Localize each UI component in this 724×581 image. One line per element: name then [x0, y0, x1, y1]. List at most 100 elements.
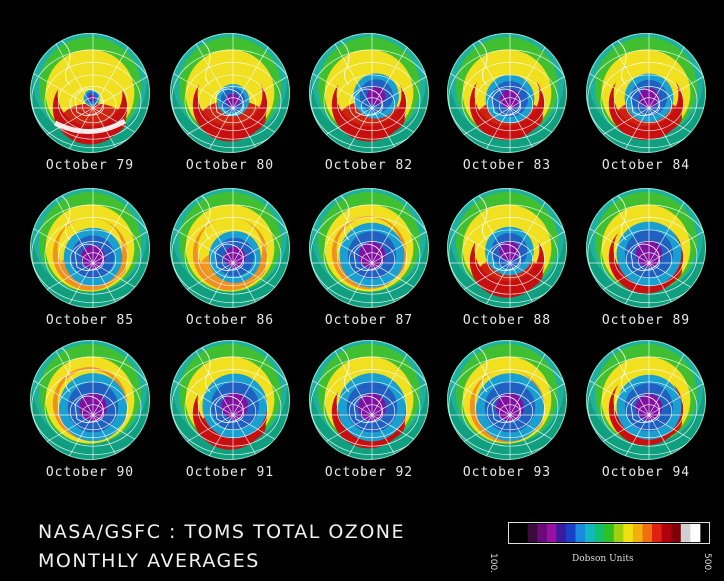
antarctica-outline: [630, 395, 660, 423]
meridian-line: [190, 107, 234, 153]
colorbar-swatch: [527, 523, 538, 543]
ozone-globe-map: [170, 188, 290, 308]
continent-outline: [617, 347, 627, 393]
meridian-line: [190, 342, 234, 416]
ozone-map-cell: October 94: [576, 340, 716, 490]
map-month-label: October 80: [185, 158, 275, 173]
meridian-line: [50, 190, 94, 264]
globe-rim: [586, 33, 706, 153]
meridian-line: [371, 220, 429, 264]
meridian-line: [232, 107, 290, 151]
ozone-map-cell: October 80: [160, 33, 300, 183]
meridian-line: [371, 414, 429, 458]
meridian-line: [92, 414, 150, 458]
colorbar-max-label: 500.: [702, 553, 712, 574]
ozone-map-cell: October 89: [576, 188, 716, 338]
meridian-line: [648, 414, 692, 460]
colorbar-swatch: [518, 523, 529, 543]
meridian-line: [92, 220, 150, 264]
globe-rim: [30, 33, 150, 153]
map-month-label: October 79: [45, 158, 135, 173]
meridian-line: [190, 262, 234, 308]
meridian-line: [371, 414, 415, 460]
meridian-line: [371, 107, 429, 151]
meridian-line: [232, 414, 290, 458]
poster-title-line-1: NASA/GSFC : TOMS TOTAL OZONE: [38, 521, 405, 543]
meridian-line: [606, 342, 650, 416]
meridian-line: [509, 414, 553, 460]
meridian-line: [509, 107, 567, 151]
meridian-line: [371, 262, 415, 308]
continent-outline: [617, 195, 627, 241]
meridian-line: [467, 35, 511, 109]
antarctica-outline: [353, 395, 383, 423]
meridian-line: [329, 107, 373, 153]
meridian-line: [606, 190, 650, 264]
meridian-line: [467, 262, 511, 308]
colorbar-swatch: [594, 523, 605, 543]
meridian-line: [329, 262, 373, 308]
ozone-globe-map: [447, 188, 567, 308]
ozone-globe-map: [309, 33, 429, 153]
map-month-label: October 86: [185, 313, 275, 328]
map-month-label: October 91: [185, 465, 275, 480]
ozone-globe-map: [309, 340, 429, 460]
meridian-line: [371, 372, 429, 416]
meridian-line: [92, 414, 136, 460]
antarctica-outline: [630, 88, 660, 116]
antarctica-outline: [74, 88, 104, 116]
globe-rim: [447, 340, 567, 460]
map-month-label: October 84: [601, 158, 691, 173]
meridian-line: [190, 35, 234, 109]
antarctica-outline: [353, 243, 383, 271]
meridian-line: [232, 262, 290, 306]
continent-outline: [201, 347, 211, 393]
ozone-map-cell: October 83: [437, 33, 577, 183]
meridian-line: [50, 262, 94, 308]
ozone-globe-map: [586, 340, 706, 460]
ozone-globe-map: [30, 33, 150, 153]
meridian-line: [371, 65, 429, 109]
meridian-line: [232, 372, 290, 416]
ozone-map-cell: October 84: [576, 33, 716, 183]
continent-outline: [201, 195, 211, 241]
map-month-label: October 83: [462, 158, 552, 173]
meridian-line: [92, 107, 150, 151]
meridian-line: [648, 107, 706, 151]
continent-outline: [340, 195, 350, 241]
globe-rim: [170, 340, 290, 460]
ozone-globe-map: [309, 188, 429, 308]
meridian-line: [371, 262, 429, 306]
map-month-label: October 87: [324, 313, 414, 328]
meridian-line: [50, 35, 94, 109]
meridian-line: [92, 65, 150, 109]
colorbar-swatch: [632, 523, 643, 543]
globe-rim: [586, 188, 706, 308]
colorbar-swatch: [690, 523, 701, 543]
ozone-globe-map: [30, 188, 150, 308]
globe-rim: [30, 188, 150, 308]
continent-outline: [478, 347, 488, 393]
meridian-line: [92, 107, 136, 153]
continent-outline: [478, 195, 488, 241]
meridian-line: [329, 35, 373, 109]
ozone-globe-map: [447, 340, 567, 460]
colorbar-swatch: [623, 523, 634, 543]
meridian-line: [509, 220, 567, 264]
colorbar-swatch: [652, 523, 663, 543]
continent-outline: [340, 40, 350, 86]
ozone-globe-map: [586, 188, 706, 308]
map-month-label: October 92: [324, 465, 414, 480]
colorbar-swatch: [613, 523, 624, 543]
meridian-line: [606, 414, 650, 460]
ozone-map-cell: October 86: [160, 188, 300, 338]
meridian-line: [509, 262, 567, 306]
ozone-map-cell: October 90: [20, 340, 160, 490]
ozone-globe-map: [170, 33, 290, 153]
meridian-line: [509, 262, 553, 308]
globe-rim: [170, 188, 290, 308]
map-month-label: October 90: [45, 465, 135, 480]
ozone-globe-map: [170, 340, 290, 460]
meridian-line: [606, 35, 650, 109]
